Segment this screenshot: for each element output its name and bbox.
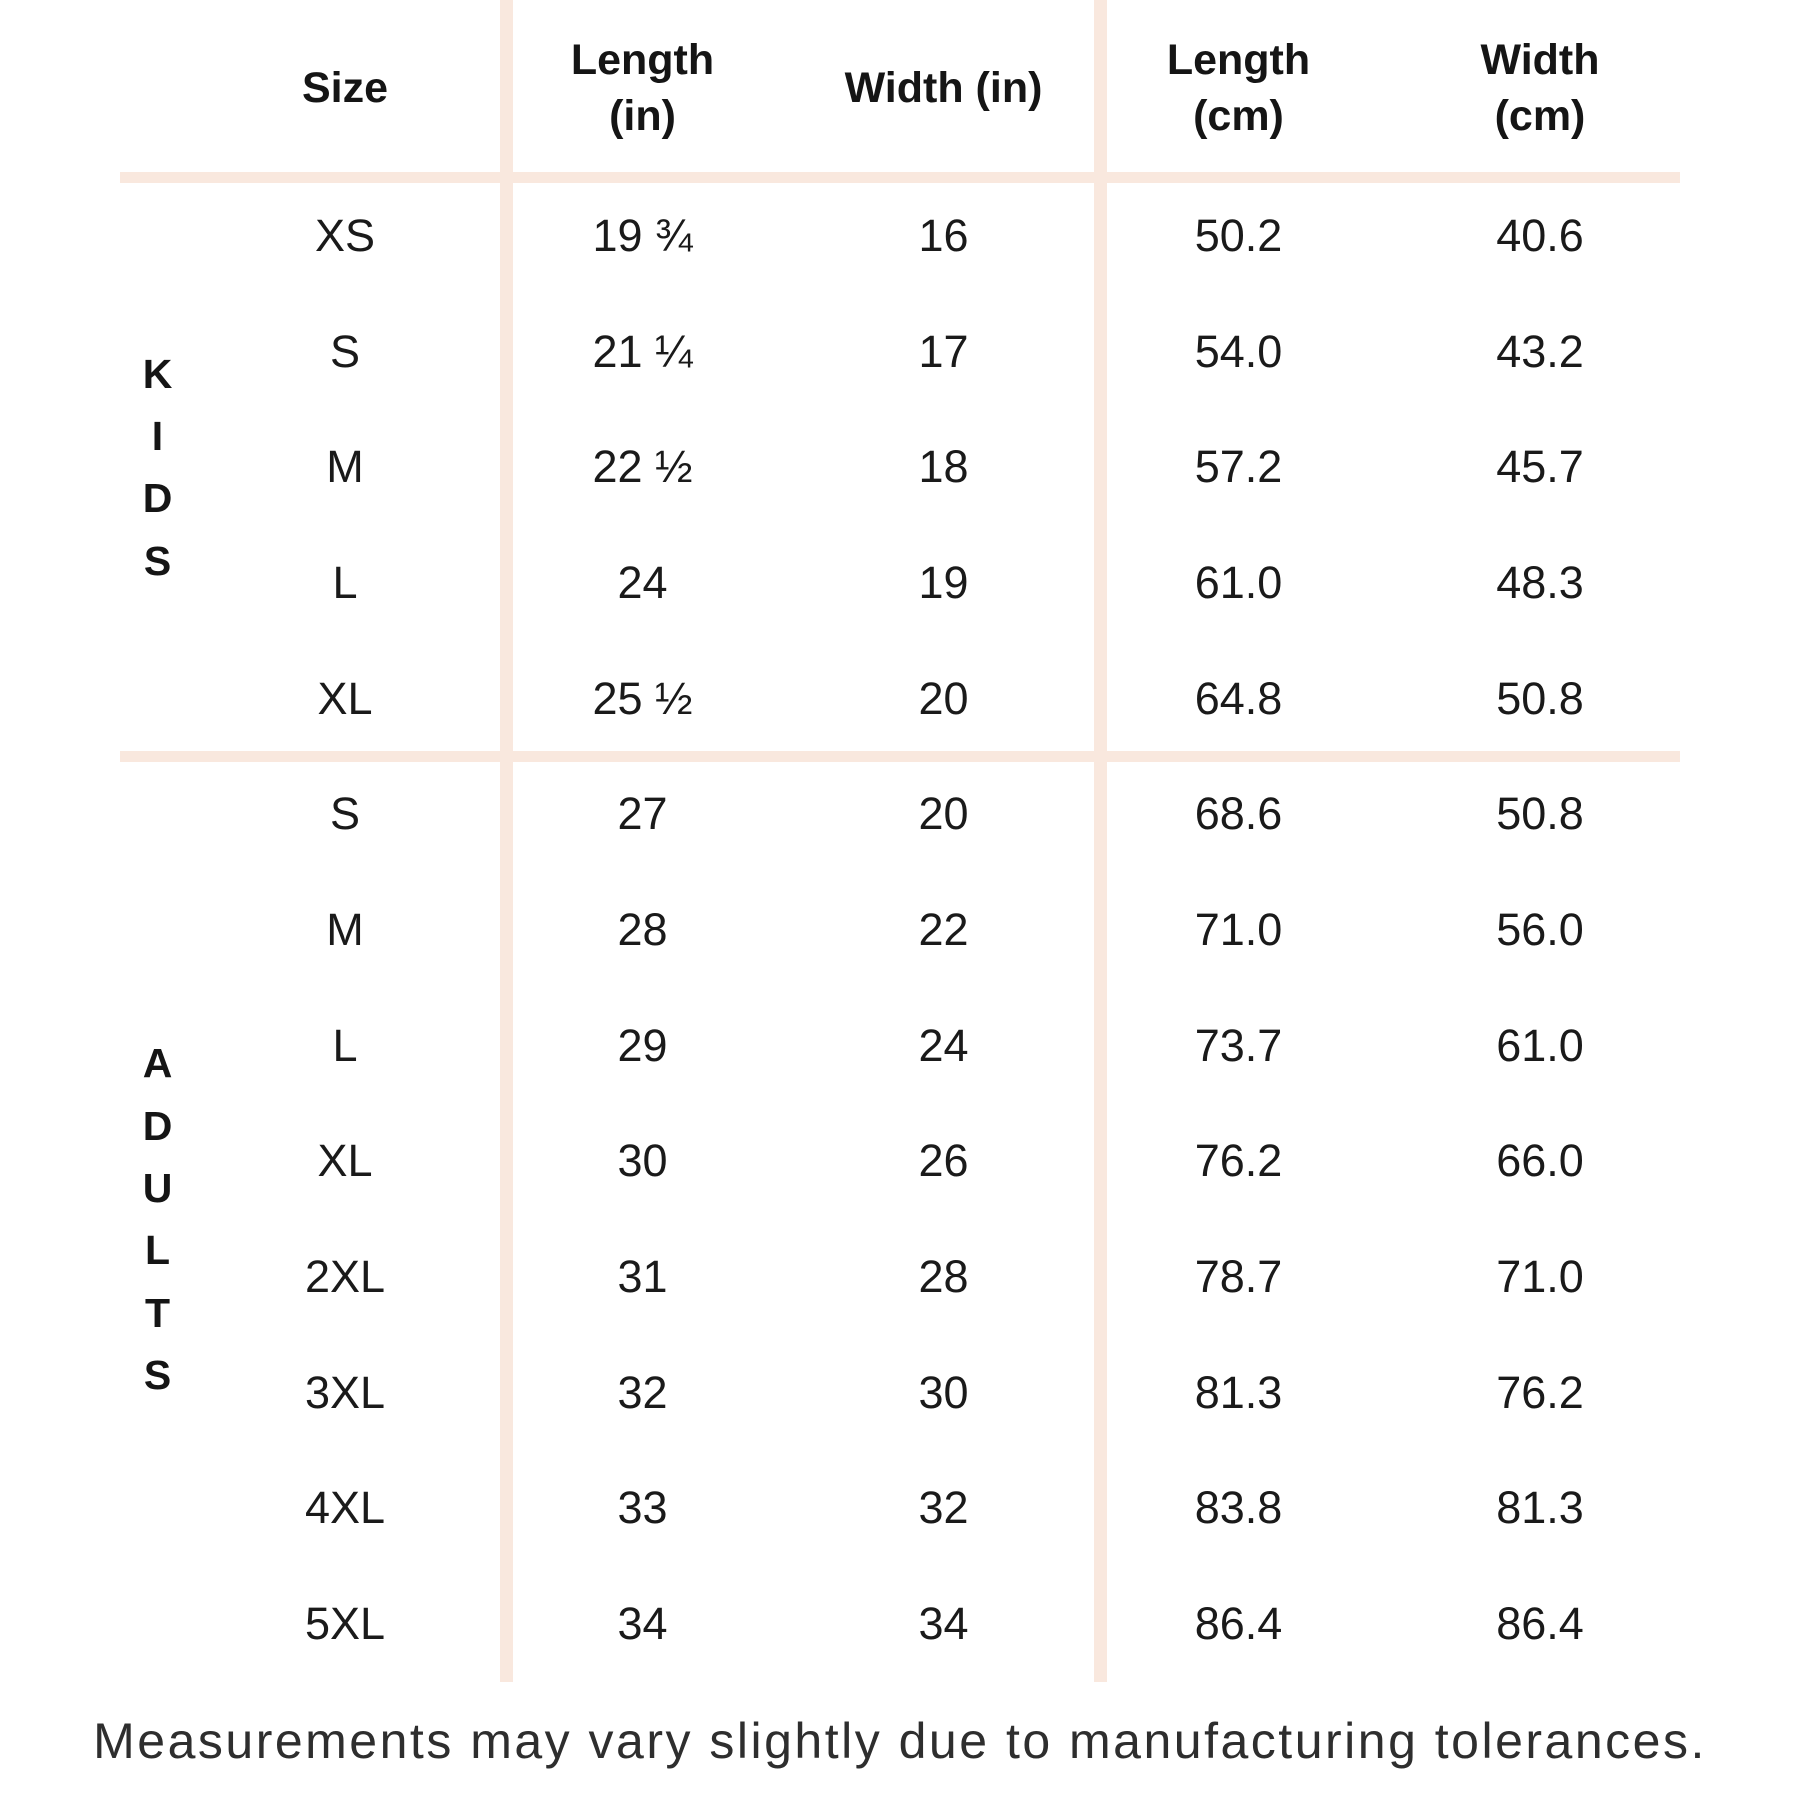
size-table-grid: Size Length (in) Width (in) Length (cm) … [142,36,1600,1650]
length-in-cell: 24 [617,556,668,608]
length-cm-cell: 83.8 [1194,1482,1283,1534]
length-in-cell: 22 ½ [592,441,693,493]
width-in-cell: 18 [918,441,969,493]
size-cell: 4XL [304,1482,386,1534]
length-cm-cell: 57.2 [1194,441,1283,493]
width-cm-cell: 71.0 [1496,1251,1584,1303]
length-cm-cell: 76.2 [1194,1135,1283,1187]
length-in-cell: 30 [617,1135,668,1187]
length-cm-cell: 54.0 [1194,325,1283,377]
size-cell: 3XL [304,1366,386,1418]
column-divider-right [1094,0,1107,1682]
size-cell: 5XL [304,1598,386,1650]
width-in-cell: 20 [918,672,969,724]
size-cell: S [329,788,360,840]
size-cell: XL [317,672,373,724]
width-cm-cell: 66.0 [1496,1135,1584,1187]
size-cell: M [326,441,364,493]
length-cm-cell: 73.7 [1194,1019,1283,1071]
size-cell: XS [314,209,376,261]
col-header-length-cm: Length (cm) [1166,36,1311,140]
length-in-cell: 32 [617,1366,668,1418]
header-row-divider [120,172,1680,183]
group-label-adults: A D U L T S [142,1040,174,1398]
width-in-cell: 30 [918,1366,969,1418]
col-header-width-in: Width (in) [844,64,1043,113]
length-in-cell: 21 ¼ [592,325,693,377]
size-cell: S [329,325,360,377]
kids-adults-divider [120,751,1680,762]
length-cm-cell: 50.2 [1194,209,1283,261]
col-header-width-cm: Width (cm) [1480,36,1600,140]
width-in-cell: 26 [918,1135,969,1187]
col-header-length-in: Length (in) [570,36,715,140]
width-cm-cell: 45.7 [1496,441,1584,493]
width-in-cell: 28 [918,1251,969,1303]
length-in-cell: 31 [617,1251,668,1303]
col-header-size: Size [301,64,389,113]
width-in-cell: 16 [918,209,969,261]
size-cell: 2XL [304,1251,386,1303]
width-cm-cell: 50.8 [1496,672,1584,724]
length-cm-cell: 86.4 [1194,1598,1283,1650]
width-cm-cell: 61.0 [1496,1019,1584,1071]
size-cell: L [332,1019,358,1071]
length-cm-cell: 78.7 [1194,1251,1283,1303]
length-in-cell: 34 [617,1598,668,1650]
tolerance-note: Measurements may vary slightly due to ma… [93,1713,1707,1769]
length-in-cell: 25 ½ [592,672,693,724]
size-cell: XL [317,1135,373,1187]
width-cm-cell: 86.4 [1496,1598,1584,1650]
length-in-cell: 19 ¾ [592,209,693,261]
width-cm-cell: 56.0 [1496,903,1584,955]
length-cm-cell: 68.6 [1194,788,1283,840]
width-in-cell: 20 [918,788,969,840]
length-in-cell: 27 [617,788,668,840]
length-in-cell: 28 [617,903,668,955]
length-in-cell: 33 [617,1482,668,1534]
width-in-cell: 32 [918,1482,969,1534]
length-cm-cell: 61.0 [1194,556,1283,608]
width-cm-cell: 76.2 [1496,1366,1584,1418]
size-cell: L [332,556,358,608]
width-cm-cell: 40.6 [1496,209,1584,261]
width-in-cell: 17 [918,325,969,377]
length-cm-cell: 64.8 [1194,672,1283,724]
width-cm-cell: 50.8 [1496,788,1584,840]
width-cm-cell: 43.2 [1496,325,1584,377]
column-divider-left [500,0,513,1682]
length-cm-cell: 71.0 [1194,903,1283,955]
width-in-cell: 24 [918,1019,969,1071]
width-cm-cell: 48.3 [1496,556,1584,608]
width-cm-cell: 81.3 [1496,1482,1584,1534]
width-in-cell: 22 [918,903,969,955]
width-in-cell: 34 [918,1598,969,1650]
length-in-cell: 29 [617,1019,668,1071]
length-cm-cell: 81.3 [1194,1366,1283,1418]
group-label-kids: K I D S [142,350,174,584]
size-cell: M [326,903,364,955]
width-in-cell: 19 [918,556,969,608]
